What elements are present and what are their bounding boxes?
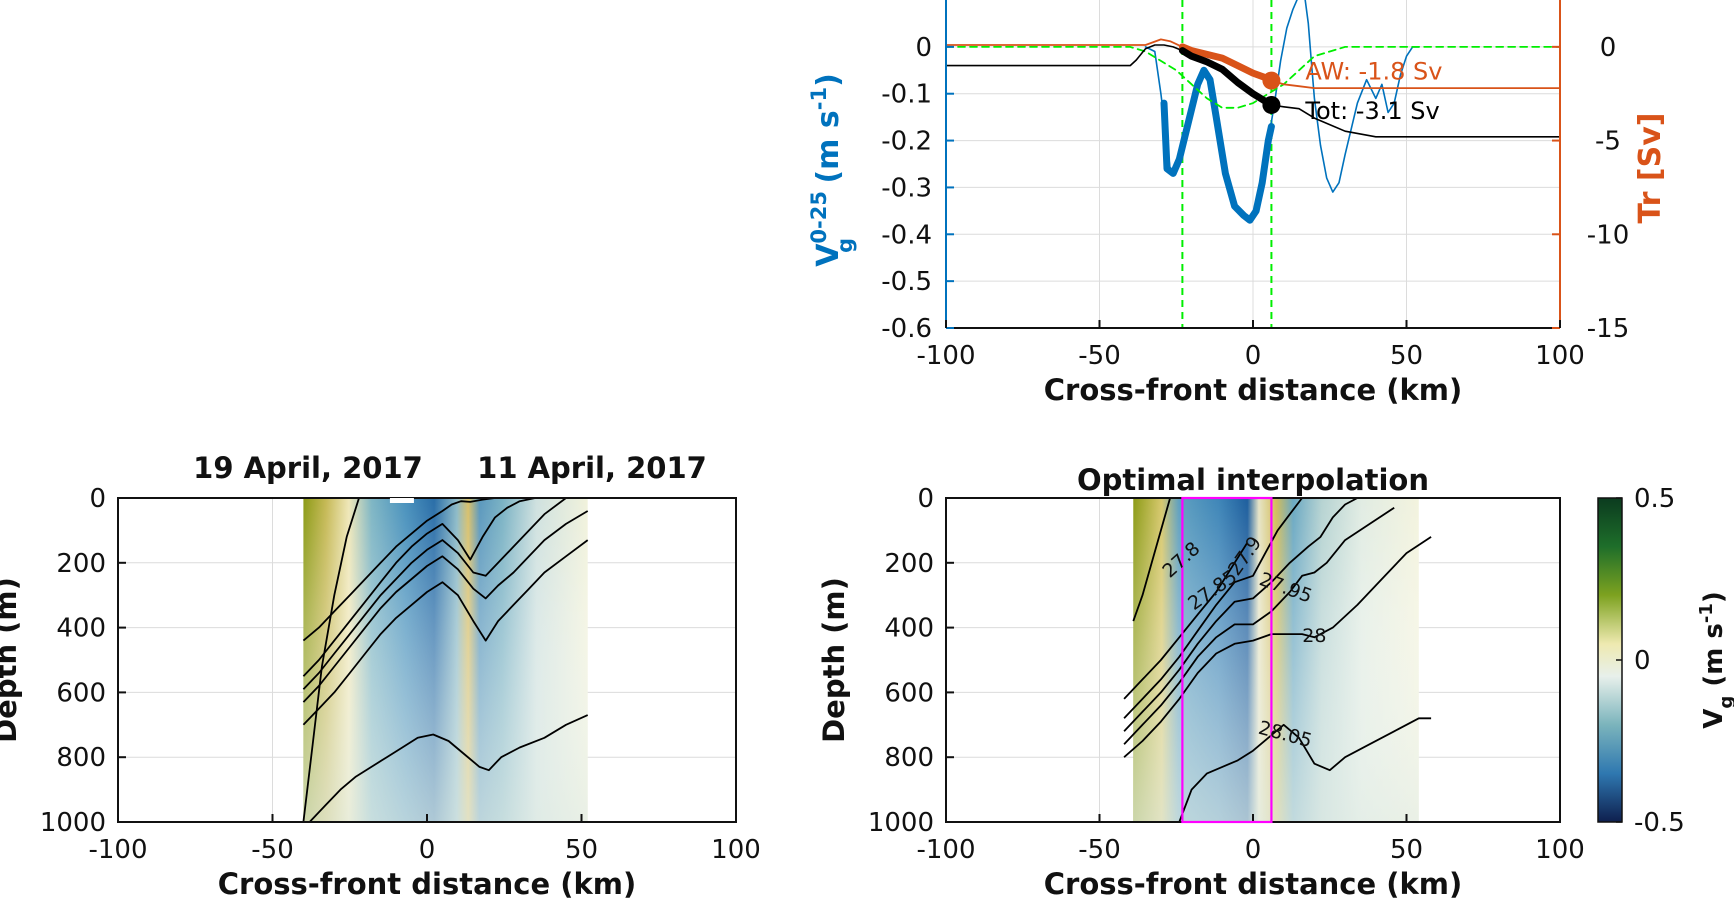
- section-seam: [389, 498, 414, 503]
- top-left-tick-label: -0.2: [881, 127, 932, 157]
- bottom-left-x-axis-label: Cross-front distance (km): [218, 867, 637, 901]
- bottom-right-x-tick-label: -100: [916, 835, 975, 865]
- bottom-left-x-tick-label: -50: [251, 835, 293, 865]
- top-left-tick-label: 0: [915, 33, 932, 63]
- top-left-tick-label: -0.4: [881, 220, 932, 250]
- colorbar-tick-label: -0.5: [1634, 808, 1685, 838]
- colorbar-label-sub: g: [1716, 696, 1734, 709]
- series-thick-blue: [1160, 66, 1275, 224]
- ylabel-units-sup: -1: [807, 87, 831, 110]
- bottom-right-x-tick-label: 0: [1245, 835, 1262, 865]
- bottom-right-y-tick-label: 800: [884, 743, 934, 773]
- bottom-left-y-tick-label: 600: [56, 678, 106, 708]
- colorbar-tick-label: 0: [1634, 646, 1651, 676]
- bottom-left-field-shade: [303, 498, 588, 822]
- top-right-tick-label: -10: [1587, 220, 1629, 250]
- bottom-right: -100 -50 0 50 10002004006008001000Cross-fron…: [817, 463, 1734, 901]
- bottom-right-contour-line: [1123, 498, 1358, 732]
- bottom-left-contour-line: [302, 498, 360, 822]
- top-x-tick-label: -50: [1078, 341, 1120, 371]
- bottom-left-y-tick-label: 1000: [40, 808, 106, 838]
- bottom-right-y-tick-label: 0: [917, 484, 934, 514]
- top-left-axis-label: V0-25g (m s-1): [807, 73, 857, 267]
- bottom-right-y-axis-label: Depth (m): [817, 577, 851, 743]
- top-left-tick-label: -0.5: [881, 267, 932, 297]
- top-right-tick-label: -5: [1595, 127, 1621, 157]
- bottom-left-contour-line: [308, 714, 589, 822]
- colorbar-tick-label: 0.5: [1634, 484, 1675, 514]
- colorbar-label: Vg (m s-1): [1696, 591, 1734, 728]
- bottom-right-contour-line: [1123, 506, 1395, 745]
- top-right-tick-label: 0: [1600, 33, 1617, 63]
- title-left-date: 19 April, 2017: [193, 451, 423, 485]
- bottom-left-contour-line: [302, 510, 589, 703]
- front-box: [1181, 496, 1273, 824]
- top-x-tick-label: -100: [916, 341, 975, 371]
- marker-black: [1262, 95, 1281, 114]
- bottom-right-y-tick-label: 1000: [868, 808, 934, 838]
- top-x-tick-label: 0: [1245, 341, 1262, 371]
- top-right-tick-label: -15: [1587, 314, 1629, 344]
- bottom-left-contour-line: [302, 539, 589, 726]
- top-x-tick-label: 50: [1390, 341, 1423, 371]
- bottom-left-y-tick-label: 800: [56, 743, 106, 773]
- marker-orange: [1262, 71, 1281, 90]
- top-x-tick-label: 100: [1535, 341, 1585, 371]
- title-right-date: 11 April, 2017: [477, 451, 707, 485]
- bottom-right-x-tick-label: 100: [1535, 835, 1585, 865]
- ylabel-units: (m s: [811, 110, 846, 194]
- colorbar-label-v: V: [1699, 709, 1729, 729]
- top-chart: AW: -1.8 Sv Tot: -3.1 Sv 0 -0.1 -0.2 -0.3 -0.4…: [807, 0, 1668, 407]
- bottom-left-x-tick-label: 50: [565, 835, 598, 865]
- contour-label: 28: [1302, 625, 1326, 647]
- bottom-right-y-tick-label: 600: [884, 678, 934, 708]
- bottom-right-contour-line: [1123, 498, 1303, 719]
- ylabel-sup: 0-25: [807, 191, 831, 244]
- marker-label-black: Tot: -3.1 Sv: [1304, 97, 1439, 125]
- bottom-right-y-tick-label: 200: [884, 549, 934, 579]
- bottom-right-contour-line: [1123, 542, 1248, 700]
- bottom-left-y-tick-label: 400: [56, 614, 106, 644]
- bottom-left-x-tick-label: 100: [711, 835, 761, 865]
- optimal-interpolation-title: Optimal interpolation: [1077, 463, 1429, 497]
- bottom-right-contour-line: [1132, 498, 1171, 622]
- bottom-left-contour-line: [302, 498, 551, 677]
- ylabel-units-end: ): [811, 73, 846, 87]
- top-left-tick-label: -0.3: [881, 173, 932, 203]
- colorbar-label-units-sup: -1: [1696, 603, 1717, 623]
- bottom-left-y-tick-label: 200: [56, 549, 106, 579]
- bottom-left-contour-line: [302, 498, 520, 642]
- bottom-left-x-tick-label: 0: [419, 835, 436, 865]
- bottom-left-contours: [302, 498, 589, 822]
- ylabel-v: V: [811, 243, 846, 267]
- bottom-left-contour-line: [302, 498, 567, 690]
- top-left-tick-label: -0.6: [881, 314, 932, 344]
- series-dashed-green: [946, 46, 1560, 109]
- bottom-right-x-tick-label: -50: [1078, 835, 1120, 865]
- colorbar-label-units-end: ): [1699, 591, 1729, 603]
- bottom-right-x-axis-label: Cross-front distance (km): [1044, 867, 1463, 901]
- bottom-left-y-axis-label: Depth (m): [0, 577, 23, 743]
- bottom-left-y-tick-label: 0: [89, 484, 106, 514]
- colorbar-label-units: (m s: [1699, 623, 1729, 696]
- bottom-left-x-tick-label: -100: [88, 835, 147, 865]
- top-left-tick-label: -0.1: [881, 80, 932, 110]
- top-right-axis-label: Tr [Sv]: [1633, 113, 1668, 224]
- marker-label-orange: AW: -1.8 Sv: [1305, 58, 1442, 86]
- bottom-right-y-tick-label: 400: [884, 614, 934, 644]
- bottom-left: -100 -50 0 50 10002004006008001000Cross-fron…: [0, 451, 761, 901]
- top-x-axis-label: Cross-front distance (km): [1044, 373, 1463, 407]
- ylabel-sub: g: [833, 238, 857, 253]
- bottom-right-contour-line: [1178, 717, 1432, 822]
- bottom-right-x-tick-label: 50: [1390, 835, 1423, 865]
- bottom-right-field-shade: [1133, 498, 1419, 822]
